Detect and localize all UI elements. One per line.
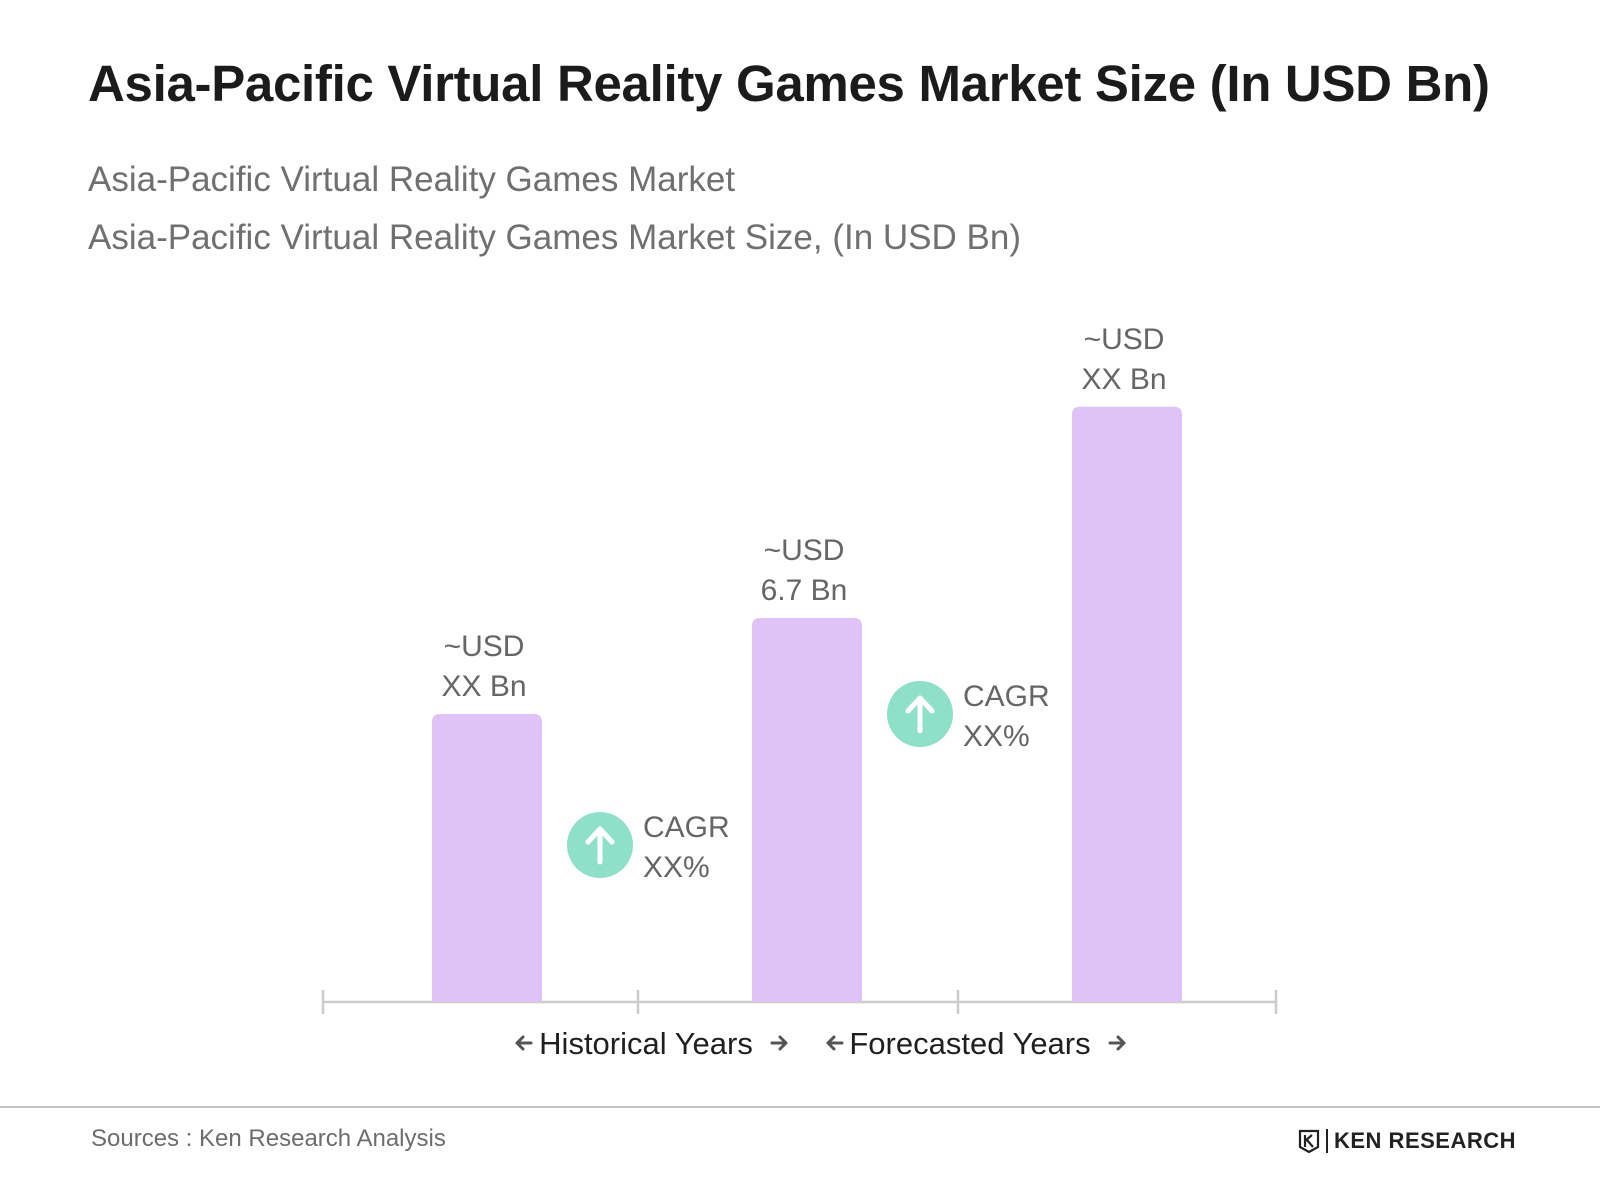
brand-logo: KEN RESEARCH [1297, 1128, 1516, 1154]
arrow-right-icon [770, 1035, 788, 1051]
source-note: Sources : Ken Research Analysis [91, 1125, 446, 1152]
bar-value-label: ~USD [764, 534, 845, 567]
arrow-left-icon [515, 1035, 533, 1051]
cagr-label: XX% [963, 720, 1030, 753]
arrow-up-icon [905, 695, 935, 734]
period-label: Forecasted Years [849, 1026, 1090, 1061]
arrow-right-icon [1108, 1035, 1126, 1051]
footer-divider [0, 1106, 1600, 1108]
bar-value-label: ~USD [444, 630, 525, 663]
bar-chart: ~USD XX Bn ~USD 6.7 Bn ~USD XX Bn CAGR XX% CAGR X… [321, 323, 1278, 1061]
brand-name: KEN RESEARCH [1334, 1128, 1517, 1153]
bar-value-label: XX Bn [441, 670, 526, 703]
bar [752, 618, 862, 1002]
bar [1072, 406, 1182, 1002]
bar-value-label: ~USD [1084, 323, 1165, 356]
bar-value-label: 6.7 Bn [761, 574, 848, 607]
bar-value-label: XX Bn [1081, 363, 1166, 396]
ken-research-logo-icon [1298, 1129, 1320, 1154]
cagr-label: CAGR [963, 680, 1050, 713]
brand-separator [1326, 1129, 1328, 1153]
period-label: Historical Years [539, 1026, 753, 1061]
chart-subtitle: Asia-Pacific Virtual Reality Games Marke… [88, 160, 736, 199]
cagr-label: CAGR [643, 811, 730, 844]
arrow-up-icon [585, 826, 615, 865]
arrow-left-icon [826, 1035, 844, 1051]
chart-title: Asia-Pacific Virtual Reality Games Marke… [88, 55, 1490, 112]
bar [432, 714, 542, 1002]
cagr-label: XX% [643, 851, 710, 884]
chart-subtitle-units: Asia-Pacific Virtual Reality Games Marke… [88, 218, 1021, 257]
